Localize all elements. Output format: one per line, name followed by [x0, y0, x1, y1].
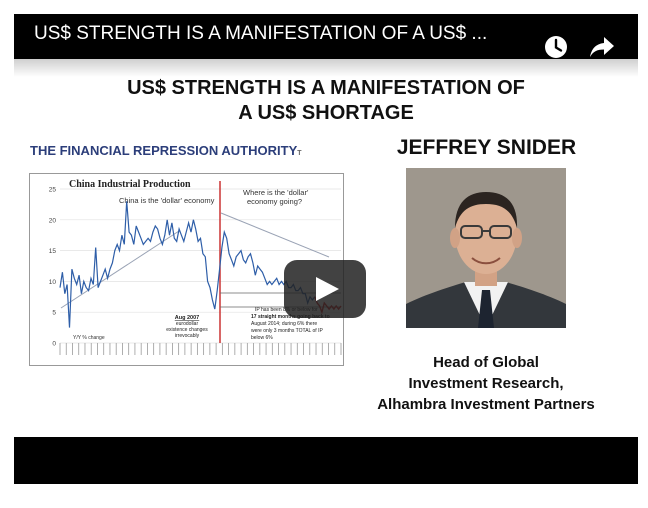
- slide-title-line1: US$ STRENGTH IS A MANIFESTATION OF: [127, 77, 525, 99]
- play-button[interactable]: [284, 260, 366, 318]
- annot-aug2007-3: existence changes: [166, 327, 208, 333]
- trend-line-left: [60, 230, 180, 309]
- share-arrow-icon[interactable]: [589, 35, 615, 59]
- bio-line2: Investment Research,: [408, 375, 564, 392]
- clock-icon[interactable]: [544, 35, 568, 59]
- annot-left: China is the 'dollar' economy: [119, 196, 215, 205]
- y-tick-label-3: 15: [49, 248, 57, 255]
- annot-ip-3: August 2014; during 6% there: [251, 321, 317, 327]
- y-tick-label-4: 20: [49, 217, 57, 224]
- speaker-name: JEFFREY SNIDER: [396, 136, 577, 159]
- annot-right-2: economy going?: [247, 197, 302, 206]
- slide-title: US$ STRENGTH IS A MANIFESTATION OF A US$…: [34, 76, 618, 126]
- trend-line-right: [220, 212, 330, 258]
- player-top-bar: US$ STRENGTH IS A MANIFESTATION OF A US$…: [14, 14, 638, 59]
- chart-title: China Industrial Production: [69, 179, 191, 190]
- annot-ip-2: 17 straight months going back to: [251, 314, 330, 320]
- video-title[interactable]: US$ STRENGTH IS A MANIFESTATION OF A US$…: [34, 23, 488, 44]
- play-icon: [316, 277, 339, 301]
- series-line-ip: [59, 201, 316, 328]
- annot-ip-5: below 6%: [251, 335, 273, 341]
- video-frame: US$ STRENGTH IS A MANIFESTATION OF A US$…: [14, 59, 638, 437]
- player-bottom-bar: [14, 437, 638, 484]
- y-tick-label-1: 5: [52, 310, 56, 317]
- publisher-name: THE FINANCIAL REPRESSION AUTHORITY: [30, 143, 298, 158]
- annot-aug2007-2: eurodollar: [176, 321, 199, 327]
- speaker-bio: Head of Global Investment Research, Alha…: [346, 352, 626, 415]
- speaker-photo: [406, 168, 566, 328]
- slide-title-line2: A US$ SHORTAGE: [238, 102, 414, 124]
- annot-yoy: Y/Y % change: [73, 335, 105, 341]
- annot-aug2007-4: irrevocably: [175, 333, 200, 339]
- publisher-mark: T: [297, 150, 302, 157]
- annot-ip-4: were only 3 months TOTAL of IP: [251, 328, 323, 334]
- slide-top-gradient: [14, 59, 638, 77]
- chart-x-ticks: [59, 343, 342, 355]
- y-tick-label-2: 10: [49, 279, 57, 286]
- publisher-logo-text: THE FINANCIAL REPRESSION AUTHORITYT: [30, 143, 350, 158]
- chart-y-ticks: 0 5 10 15 20 25: [49, 187, 57, 348]
- bio-line3: Alhambra Investment Partners: [377, 396, 595, 413]
- annot-aug2007-1: Aug 2007: [175, 315, 199, 321]
- bio-line1: Head of Global: [433, 354, 539, 371]
- annot-right-1: Where is the 'dollar': [243, 188, 309, 197]
- chart-grid: [60, 188, 341, 344]
- y-tick-label-0: 0: [52, 341, 56, 348]
- video-player[interactable]: US$ STRENGTH IS A MANIFESTATION OF A US$…: [14, 14, 638, 484]
- y-tick-label-5: 25: [49, 187, 57, 194]
